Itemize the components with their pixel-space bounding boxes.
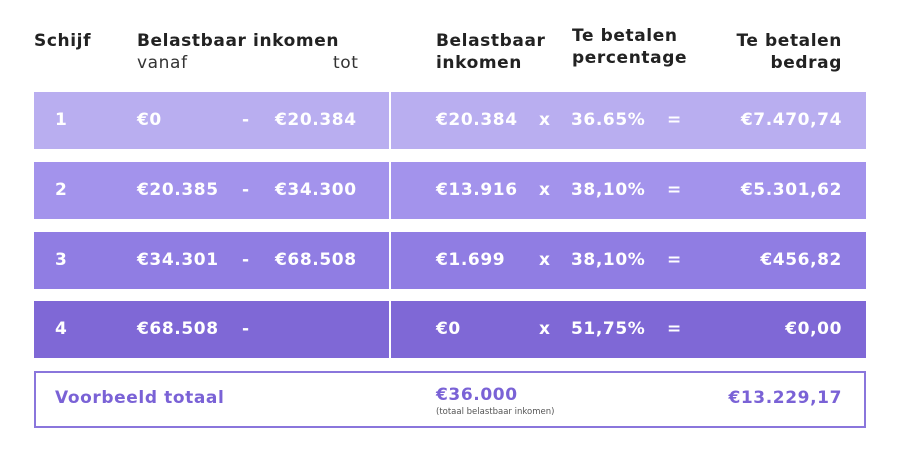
row-equals: = [667,110,682,130]
header-vanaf: vanaf [137,53,188,73]
row-tot: €34.300 [275,180,357,200]
column-divider [389,232,391,289]
header-belastbaar-range: Belastbaar inkomen [137,31,340,51]
header-bedrag-line1: Te betalen [736,31,842,51]
row-bedrag: €5.301,62 [740,180,842,200]
total-box: Voorbeeld totaal €36.000 (totaal belastb… [34,371,866,428]
row-vanaf: €0 [137,110,162,130]
row-multiply: x [539,110,551,130]
row-inkomen: €0 [436,319,461,339]
header-bedrag-line2: bedrag [770,53,842,73]
row-inkomen: €13.916 [436,180,518,200]
row-schijf: 2 [55,180,68,200]
row-equals: = [667,319,682,339]
row-vanaf: €68.508 [137,319,219,339]
table-row: 4 €68.508 - €0 x 51,75% = €0,00 [34,301,866,358]
row-equals: = [667,250,682,270]
row-bedrag: €0,00 [785,319,842,339]
row-vanaf: €34.301 [137,250,219,270]
table-row: 2 €20.385 - €34.300 €13.916 x 38,10% = €… [34,162,866,219]
row-percentage: 36.65% [571,110,646,130]
row-inkomen: €20.384 [436,110,518,130]
header-percentage-line1: Te betalen [572,26,678,46]
total-label: Voorbeeld totaal [55,388,225,408]
row-tot: €68.508 [275,250,357,270]
row-percentage: 38,10% [571,180,646,200]
row-dash: - [242,180,250,200]
row-vanaf: €20.385 [137,180,219,200]
row-multiply: x [539,250,551,270]
row-inkomen: €1.699 [436,250,506,270]
row-percentage: 51,75% [571,319,646,339]
row-schijf: 4 [55,319,68,339]
header-belastbaar-line1: Belastbaar [436,31,546,51]
row-percentage: 38,10% [571,250,646,270]
row-dash: - [242,250,250,270]
column-divider [389,301,391,358]
table-row: 1 €0 - €20.384 €20.384 x 36.65% = €7.470… [34,92,866,149]
total-inkomen-note: (totaal belastbaar inkomen) [436,407,555,417]
row-equals: = [667,180,682,200]
row-bedrag: €7.470,74 [740,110,842,130]
table-row: 3 €34.301 - €68.508 €1.699 x 38,10% = €4… [34,232,866,289]
row-multiply: x [539,319,551,339]
row-schijf: 3 [55,250,68,270]
row-dash: - [242,319,250,339]
row-bedrag: €456,82 [760,250,842,270]
column-divider [389,162,391,219]
header-belastbaar-line2: inkomen [436,53,523,73]
header-schijf: Schijf [34,31,92,51]
total-bedrag: €13.229,17 [728,388,842,408]
row-multiply: x [539,180,551,200]
header-percentage-line2: percentage [572,48,688,68]
row-schijf: 1 [55,110,68,130]
row-dash: - [242,110,250,130]
header-tot: tot [333,53,359,73]
total-inkomen: €36.000 [436,385,518,405]
row-tot: €20.384 [275,110,357,130]
column-divider [389,92,391,149]
